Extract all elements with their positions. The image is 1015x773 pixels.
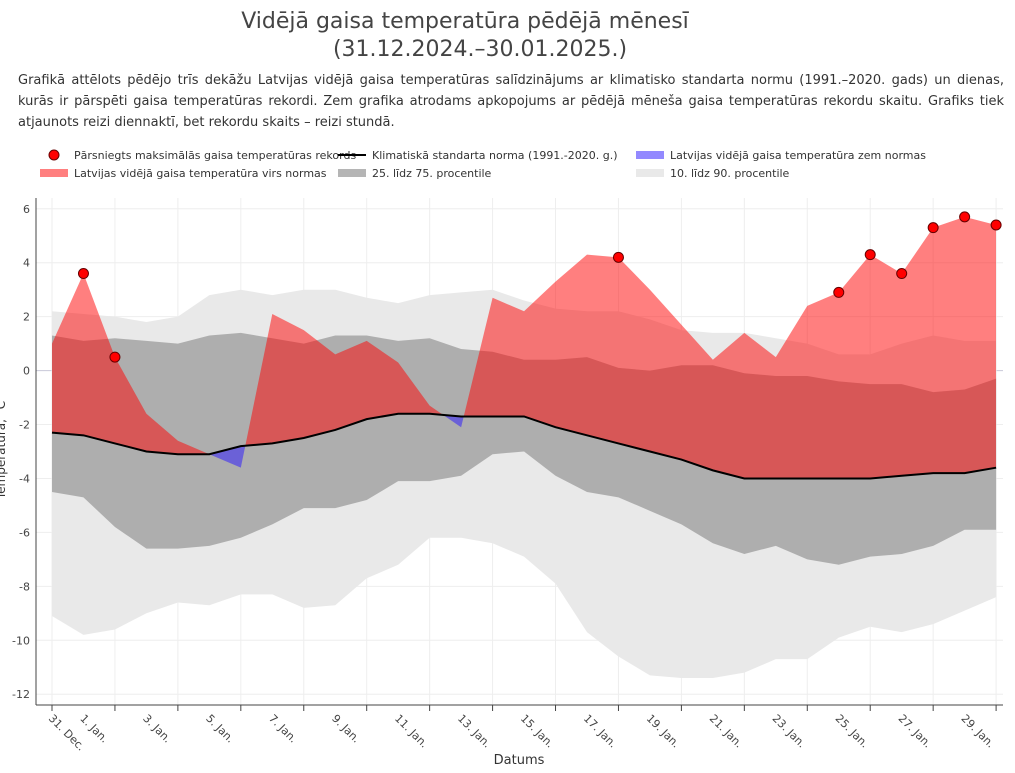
legend-label: Klimatiskā standarta norma (1991.-2020. … <box>372 149 618 162</box>
x-axis-label: Datums <box>494 753 545 768</box>
x-tick-label: 25. Jan. <box>833 712 872 751</box>
y-tick-label: -2 <box>19 419 30 432</box>
x-tick-label: 15. Jan. <box>518 712 557 751</box>
normal-line <box>51 412 997 480</box>
record-marker <box>927 222 939 234</box>
x-tick-label: 27. Jan. <box>896 712 935 751</box>
record-marker <box>612 251 624 263</box>
y-axis-label: Temperatūra, °C <box>0 401 8 500</box>
description: Grafikā attēlots pēdējo trīs dekāžu Latv… <box>18 73 1004 130</box>
y-tick-label: -10 <box>12 634 30 647</box>
x-tick-label: 17. Jan. <box>581 712 620 751</box>
record-marker <box>990 219 1002 231</box>
chart-title: Vidējā gaisa temperatūra pēdējā mēnesī <box>241 9 689 34</box>
record-marker <box>864 249 876 261</box>
record-marker <box>77 268 89 280</box>
y-tick-label: -8 <box>19 580 30 593</box>
y-tick-label: 6 <box>23 203 30 216</box>
x-tick-label: 3. Jan. <box>140 712 174 746</box>
legend-label: 25. līdz 75. procentile <box>372 167 492 180</box>
legend-symbol <box>338 169 366 177</box>
legend-label: 10. līdz 90. procentile <box>670 167 790 180</box>
legend-symbol <box>636 169 664 177</box>
record-marker <box>959 211 971 223</box>
record-marker <box>833 286 845 298</box>
legend-label: Latvijas vidējā gaisa temperatūra virs n… <box>74 167 327 180</box>
x-tick-label: 29. Jan. <box>959 712 998 751</box>
y-tick-label: -6 <box>19 526 30 539</box>
x-tick-label: 23. Jan. <box>770 712 809 751</box>
y-tick-label: -12 <box>12 688 30 701</box>
legend-symbol <box>48 149 60 161</box>
legend-label: Pārsniegts maksimālās gaisa temperatūras… <box>74 149 356 162</box>
x-tick-label: 19. Jan. <box>644 712 683 751</box>
x-tick-label: 5. Jan. <box>203 712 237 746</box>
y-tick-label: 4 <box>23 257 30 270</box>
legend-symbol <box>636 151 664 159</box>
temp-above-normal <box>52 216 997 479</box>
record-marker <box>109 351 121 363</box>
legend-label: Latvijas vidējā gaisa temperatūra zem no… <box>670 149 926 162</box>
x-tick-label: 21. Jan. <box>707 712 746 751</box>
x-tick-label: 11. Jan. <box>392 712 431 751</box>
x-tick-label: 13. Jan. <box>455 712 494 751</box>
y-tick-label: 2 <box>23 311 30 324</box>
x-tick-label: 7. Jan. <box>266 712 300 746</box>
legend-symbol <box>40 169 68 177</box>
y-tick-label: 0 <box>23 365 30 378</box>
y-tick-label: -4 <box>19 472 30 485</box>
x-tick-label: 9. Jan. <box>329 712 363 746</box>
record-marker <box>896 268 908 280</box>
chart-subtitle: (31.12.2024.–30.01.2025.) <box>333 37 627 62</box>
